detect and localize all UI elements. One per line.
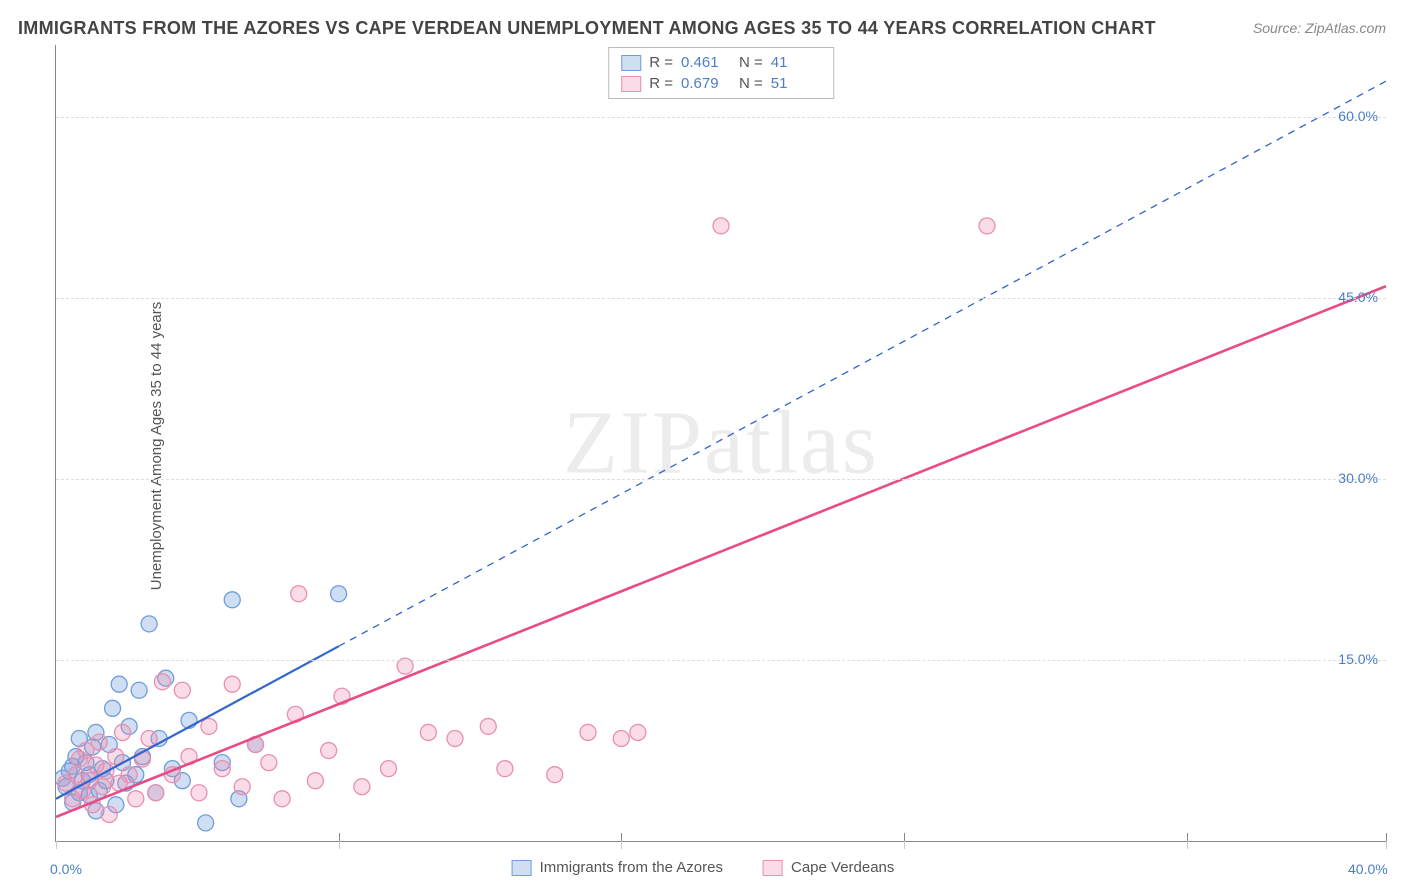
gridline-h: [56, 660, 1386, 661]
data-point-cape_verdeans: [291, 586, 307, 602]
data-point-cape_verdeans: [95, 779, 111, 795]
x-tick-label: 40.0%: [1348, 861, 1388, 877]
gridline-v: [904, 833, 905, 841]
data-point-cape_verdeans: [381, 761, 397, 777]
legend-swatch-azores: [512, 860, 532, 876]
y-tick-label: 60.0%: [1338, 108, 1378, 124]
data-point-cape_verdeans: [580, 724, 596, 740]
data-point-cape_verdeans: [307, 773, 323, 789]
data-point-azores: [141, 616, 157, 632]
data-point-cape_verdeans: [108, 749, 124, 765]
x-tick-label: 0.0%: [50, 861, 82, 877]
data-point-cape_verdeans: [121, 767, 137, 783]
gridline-v: [1187, 833, 1188, 841]
data-point-cape_verdeans: [214, 761, 230, 777]
data-point-cape_verdeans: [480, 718, 496, 734]
data-point-cape_verdeans: [128, 791, 144, 807]
data-point-cape_verdeans: [321, 743, 337, 759]
data-point-cape_verdeans: [148, 785, 164, 801]
data-point-cape_verdeans: [354, 779, 370, 795]
data-point-cape_verdeans: [274, 791, 290, 807]
gridline-v: [339, 833, 340, 841]
data-point-cape_verdeans: [979, 218, 995, 234]
data-point-cape_verdeans: [497, 761, 513, 777]
tick-v: [904, 841, 905, 849]
gridline-h: [56, 117, 1386, 118]
data-point-azores: [111, 676, 127, 692]
source-label: Source: ZipAtlas.com: [1253, 20, 1386, 36]
trendline-dashed-azores: [339, 81, 1386, 646]
trendline-cape_verdeans: [56, 286, 1386, 817]
gridline-h: [56, 298, 1386, 299]
plot-area: ZIPatlas R = 0.461 N = 41 R = 0.679 N = …: [55, 45, 1386, 842]
legend-item-azores: Immigrants from the Azores: [512, 859, 723, 876]
tick-v: [621, 841, 622, 849]
gridline-h: [56, 479, 1386, 480]
tick-v: [1386, 841, 1387, 849]
data-point-cape_verdeans: [224, 676, 240, 692]
tick-v: [56, 841, 57, 849]
data-point-cape_verdeans: [261, 755, 277, 771]
data-point-cape_verdeans: [234, 779, 250, 795]
tick-v: [339, 841, 340, 849]
data-point-cape_verdeans: [141, 730, 157, 746]
legend-label-cape: Cape Verdeans: [791, 859, 894, 876]
data-point-cape_verdeans: [101, 806, 117, 822]
data-point-cape_verdeans: [174, 682, 190, 698]
legend-swatch-cape: [763, 860, 783, 876]
y-tick-label: 30.0%: [1338, 470, 1378, 486]
data-point-azores: [331, 586, 347, 602]
data-point-cape_verdeans: [547, 767, 563, 783]
data-point-azores: [105, 700, 121, 716]
scatter-plot-svg: [56, 45, 1386, 841]
data-point-cape_verdeans: [447, 730, 463, 746]
y-tick-label: 45.0%: [1338, 289, 1378, 305]
data-point-cape_verdeans: [420, 724, 436, 740]
legend-item-cape: Cape Verdeans: [763, 859, 894, 876]
data-point-cape_verdeans: [91, 734, 107, 750]
chart-title: IMMIGRANTS FROM THE AZORES VS CAPE VERDE…: [18, 18, 1156, 39]
data-point-cape_verdeans: [154, 674, 170, 690]
data-point-azores: [131, 682, 147, 698]
gridline-v: [1386, 833, 1387, 841]
data-point-cape_verdeans: [115, 724, 131, 740]
data-point-cape_verdeans: [630, 724, 646, 740]
data-point-azores: [198, 815, 214, 831]
data-point-azores: [224, 592, 240, 608]
legend-label-azores: Immigrants from the Azores: [540, 859, 723, 876]
data-point-cape_verdeans: [613, 730, 629, 746]
data-point-cape_verdeans: [713, 218, 729, 234]
data-point-cape_verdeans: [201, 718, 217, 734]
y-tick-label: 15.0%: [1338, 651, 1378, 667]
bottom-legend: Immigrants from the Azores Cape Verdeans: [512, 859, 895, 876]
tick-v: [1187, 841, 1188, 849]
data-point-cape_verdeans: [191, 785, 207, 801]
gridline-v: [621, 833, 622, 841]
